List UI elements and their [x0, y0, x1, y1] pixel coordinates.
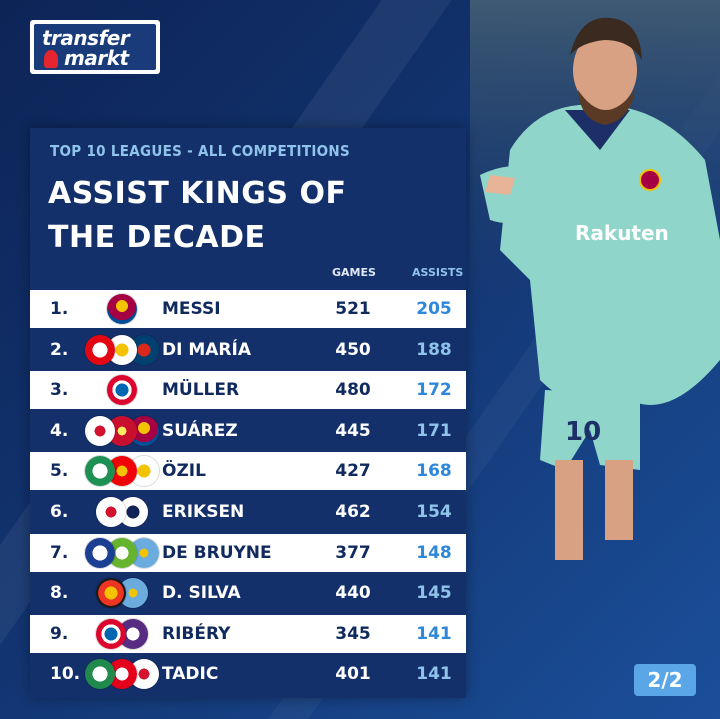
- rank-number: 3.: [50, 380, 69, 401]
- assists-value: 145: [416, 583, 452, 604]
- groningen-crest-icon: [85, 659, 115, 690]
- rank-number: 8.: [50, 583, 69, 604]
- logo-text-line2: markt: [64, 46, 129, 70]
- club-crests: [82, 334, 162, 366]
- player-name: ERIKSEN: [162, 502, 245, 522]
- club-crests: [82, 496, 162, 528]
- bayern-crest-icon: [96, 618, 126, 649]
- games-value: 462: [335, 502, 371, 522]
- column-header-games: GAMES: [332, 266, 376, 279]
- player-name: MESSI: [162, 299, 221, 319]
- games-value: 445: [335, 420, 371, 441]
- logo-text-line1: transfer: [42, 26, 130, 50]
- rank-number: 7.: [50, 542, 69, 563]
- table-row[interactable]: 7. DE BRUYNE 377 148: [30, 533, 466, 572]
- player-name: DI MARÍA: [162, 339, 252, 360]
- assists-value: 172: [416, 380, 452, 401]
- row-background: [30, 290, 466, 328]
- games-value: 345: [335, 623, 371, 644]
- table-row[interactable]: 1. MESSI 521 205: [30, 290, 466, 328]
- club-crests: [82, 455, 162, 487]
- page-title: ASSIST KINGS OF THE DECADE: [48, 176, 347, 255]
- assists-value: 171: [416, 420, 452, 441]
- player-name: RIBÉRY: [162, 623, 231, 644]
- assists-value: 148: [416, 542, 452, 563]
- table-row[interactable]: 8. D. SILVA 440 145: [30, 574, 466, 613]
- svg-text:10: 10: [565, 417, 601, 447]
- subtitle: TOP 10 LEAGUES - ALL COMPETITIONS: [50, 142, 351, 160]
- assists-value: 168: [416, 461, 452, 482]
- player-name: TADIC: [162, 664, 219, 685]
- games-value: 377: [335, 542, 371, 563]
- assists-value: 141: [416, 664, 452, 685]
- club-crests: [82, 618, 162, 650]
- genk-crest-icon: [85, 537, 115, 568]
- svg-text:Rakuten: Rakuten: [575, 221, 669, 245]
- ajax-crest-icon: [96, 497, 126, 527]
- player-name: MÜLLER: [162, 380, 240, 401]
- club-crests: [82, 415, 162, 447]
- benfica-crest-icon: [85, 334, 115, 365]
- table-row[interactable]: 6. ERIKSEN 462 154: [30, 493, 466, 531]
- rank-number: 2.: [50, 339, 69, 360]
- rank-number: 5.: [50, 461, 69, 482]
- club-crests: [82, 293, 162, 325]
- player-name: DE BRUYNE: [162, 542, 272, 563]
- table-row[interactable]: 9. RIBÉRY 345 141: [30, 614, 466, 653]
- player-photo: Rakuten 10: [470, 0, 720, 560]
- rank-number: 10.: [50, 664, 81, 685]
- table-row[interactable]: 5. ÖZIL 427 168: [30, 452, 466, 491]
- games-value: 521: [335, 299, 371, 319]
- rank-number: 1.: [50, 299, 69, 319]
- valencia-crest-icon: [96, 578, 126, 609]
- games-value: 440: [335, 583, 371, 604]
- club-crests: [82, 577, 162, 609]
- column-header-assists: ASSISTS: [412, 266, 464, 279]
- barcelona-crest-icon: [107, 294, 137, 324]
- games-value: 401: [335, 664, 371, 685]
- table-row[interactable]: 10. TADIC 401 141: [30, 655, 466, 694]
- player-name: D. SILVA: [162, 583, 241, 604]
- page-indicator[interactable]: 2/2: [634, 664, 696, 696]
- bayern-crest-icon: [107, 375, 137, 406]
- rank-number: 4.: [50, 420, 69, 441]
- logo-background: transfer markt: [34, 24, 156, 70]
- player-name: ÖZIL: [162, 461, 206, 482]
- games-value: 450: [335, 339, 371, 360]
- club-crests: [82, 537, 162, 569]
- assists-value: 154: [416, 502, 452, 522]
- rank-number: 9.: [50, 623, 69, 644]
- rank-number: 6.: [50, 502, 69, 522]
- club-crests: [82, 374, 162, 406]
- assists-value: 205: [416, 299, 452, 319]
- table-row[interactable]: 2. DI MARÍA 450 188: [30, 330, 466, 369]
- logo-mark-icon: [44, 50, 58, 68]
- ranking-panel: TOP 10 LEAGUES - ALL COMPETITIONS ASSIST…: [30, 128, 466, 698]
- assists-value: 188: [416, 339, 452, 360]
- table-row[interactable]: 3. MÜLLER 480 172: [30, 371, 466, 410]
- player-name: SUÁREZ: [162, 420, 238, 441]
- games-value: 480: [335, 380, 371, 401]
- ajax-crest-icon: [85, 415, 115, 446]
- assists-value: 141: [416, 623, 452, 644]
- club-crests: [82, 658, 162, 690]
- werder-bremen-crest-icon: [85, 456, 115, 487]
- row-background: [30, 371, 466, 410]
- games-value: 427: [335, 461, 371, 482]
- transfermarkt-logo[interactable]: transfer markt: [30, 20, 160, 74]
- table-row[interactable]: 4. SUÁREZ 445 171: [30, 411, 466, 450]
